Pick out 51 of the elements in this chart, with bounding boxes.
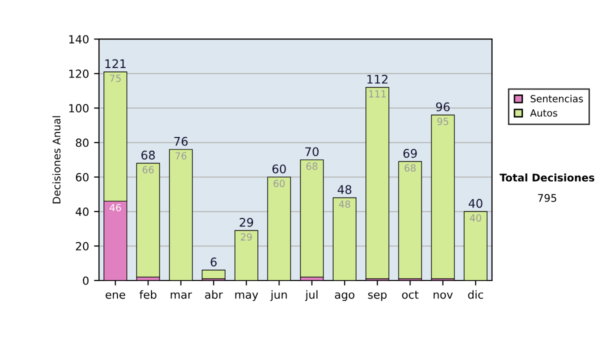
total-label: 6 bbox=[210, 258, 217, 266]
bar bbox=[300, 159, 324, 278]
x-tick-label: oct bbox=[402, 290, 418, 299]
x-tick-label: mar bbox=[170, 292, 192, 299]
y-tick-label: 80 bbox=[76, 138, 89, 147]
data-label: 68 bbox=[306, 162, 318, 170]
y-tick-label: 40 bbox=[76, 208, 89, 216]
y-tick-label: 0 bbox=[82, 276, 89, 285]
y-axis-title: Decisiones Anual bbox=[52, 116, 60, 204]
data-label: 111 bbox=[369, 90, 386, 98]
data-label: 60 bbox=[274, 180, 285, 188]
total-label: 121 bbox=[105, 59, 126, 68]
data-label: 75 bbox=[110, 74, 121, 82]
bar bbox=[136, 162, 160, 278]
y-tick-label: 60 bbox=[76, 173, 89, 182]
x-tick-label: may bbox=[235, 292, 258, 301]
total-label: 96 bbox=[436, 102, 450, 112]
data-label: 29 bbox=[240, 233, 252, 241]
total-label: 60 bbox=[272, 164, 286, 174]
x-tick-label: feb bbox=[139, 290, 156, 299]
data-label: 46 bbox=[110, 204, 121, 212]
total-label: 48 bbox=[338, 185, 352, 194]
x-tick-label: abr bbox=[205, 290, 223, 299]
data-label: 76 bbox=[175, 152, 186, 160]
total-label: 70 bbox=[305, 147, 319, 156]
total-label: 68 bbox=[141, 150, 155, 160]
total-label: 76 bbox=[174, 136, 188, 146]
x-tick-label: jul bbox=[305, 290, 318, 301]
text: 795 bbox=[538, 194, 556, 202]
data-label: 66 bbox=[142, 166, 154, 174]
legend-label: Sentencias bbox=[530, 94, 583, 102]
legend-label: Autos bbox=[530, 109, 558, 117]
y-tick-label: 100 bbox=[69, 104, 89, 112]
total-label: 40 bbox=[468, 198, 482, 208]
data-label: 40 bbox=[470, 214, 482, 222]
x-tick-label: dic bbox=[468, 290, 484, 299]
y-tick-label: 120 bbox=[69, 70, 89, 78]
x-tick-label: nov bbox=[434, 292, 453, 299]
x-tick-label: jun bbox=[270, 290, 287, 301]
total-label: 112 bbox=[367, 74, 388, 84]
text: Total Decisiones bbox=[500, 173, 594, 182]
y-tick-label: 140 bbox=[69, 35, 89, 44]
x-tick-label: sep bbox=[368, 292, 387, 301]
total-label: 29 bbox=[240, 218, 254, 227]
total-label: 69 bbox=[403, 148, 417, 158]
x-tick-label: ago bbox=[334, 292, 354, 301]
data-label: 48 bbox=[338, 200, 350, 208]
data-label: 68 bbox=[404, 164, 416, 172]
data-label: 95 bbox=[437, 118, 448, 126]
x-tick-label: ene bbox=[106, 292, 126, 299]
y-tick-label: 20 bbox=[76, 242, 89, 250]
